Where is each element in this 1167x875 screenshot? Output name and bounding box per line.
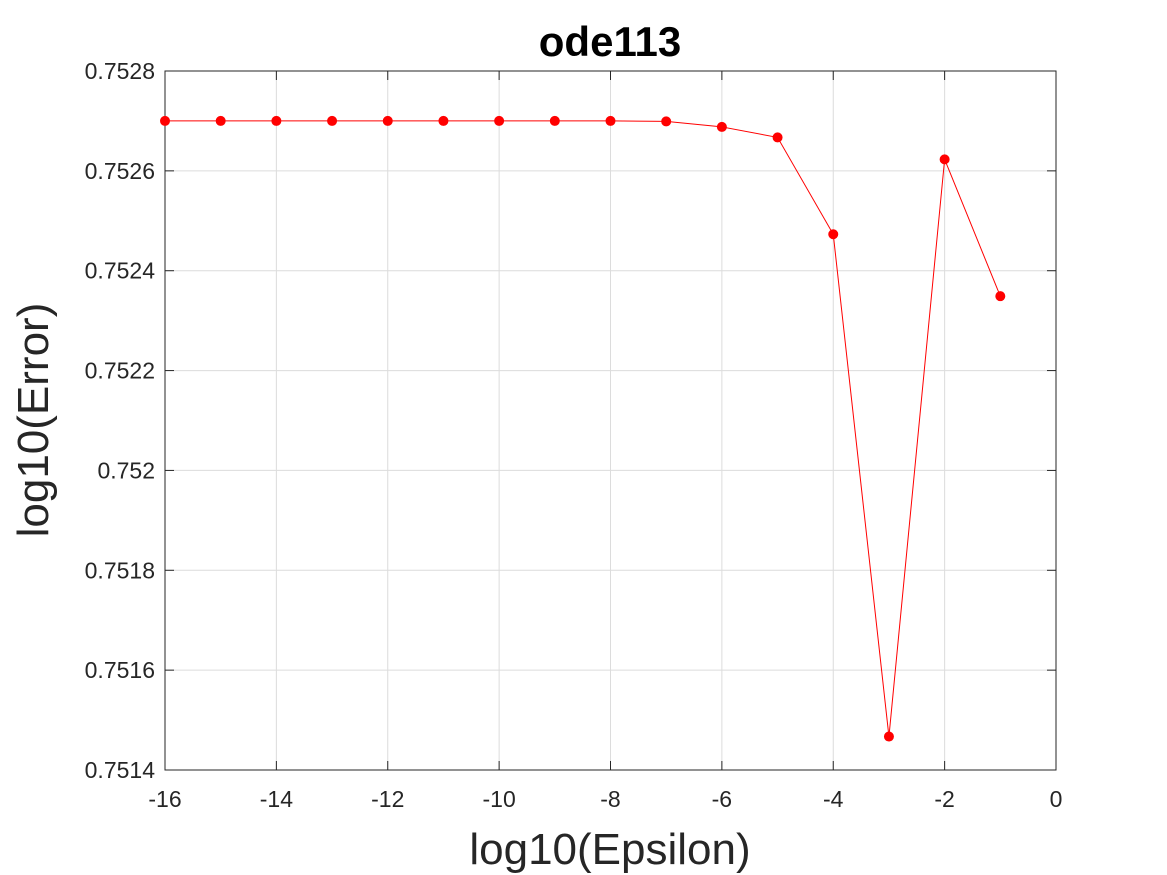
ticks-layer (164, 70, 1057, 771)
data-point (716, 121, 727, 132)
x-tick-label: -8 (600, 786, 620, 812)
x-tick-label: -16 (148, 786, 181, 812)
x-tick-label: -12 (371, 786, 404, 812)
data-point (995, 291, 1006, 302)
x-tick-label: -6 (712, 786, 732, 812)
x-axis-title: log10(Epsilon) (469, 825, 750, 874)
data-point (661, 116, 672, 127)
data-point (605, 115, 616, 126)
chart-title: ode113 (539, 18, 681, 65)
y-tick-label: 0.7528 (85, 58, 155, 84)
data-point (883, 731, 894, 742)
series-layer (160, 115, 1006, 742)
x-tick-label: -10 (483, 786, 516, 812)
data-point (382, 115, 393, 126)
data-point (772, 132, 783, 143)
y-tick-label: 0.7524 (85, 258, 156, 284)
x-tick-label: -14 (260, 786, 293, 812)
data-point (494, 115, 505, 126)
tick-labels-layer: -16 -14 -12 -10 -8 -6 -4 -2 0 0.7514 0.7516 0.7518 0… (85, 58, 1063, 812)
y-tick-label: 0.7522 (85, 358, 155, 384)
y-axis-title: log10(Error) (9, 303, 58, 538)
data-point (549, 115, 560, 126)
data-point (160, 115, 170, 126)
series-line (165, 120, 1001, 737)
y-tick-label: 0.7518 (85, 557, 155, 583)
y-tick-label: 0.752 (97, 457, 155, 483)
x-tick-label: 0 (1050, 786, 1063, 812)
data-point (271, 115, 282, 126)
x-tick-label: -2 (934, 786, 954, 812)
data-point (438, 115, 449, 126)
x-tick-label: -4 (823, 786, 844, 812)
data-point (828, 229, 839, 240)
data-point (215, 115, 226, 126)
y-tick-label: 0.7516 (85, 657, 155, 683)
data-point (939, 154, 950, 165)
y-tick-label: 0.7526 (85, 158, 155, 184)
data-point (327, 115, 338, 126)
y-tick-label: 0.7514 (85, 757, 156, 783)
